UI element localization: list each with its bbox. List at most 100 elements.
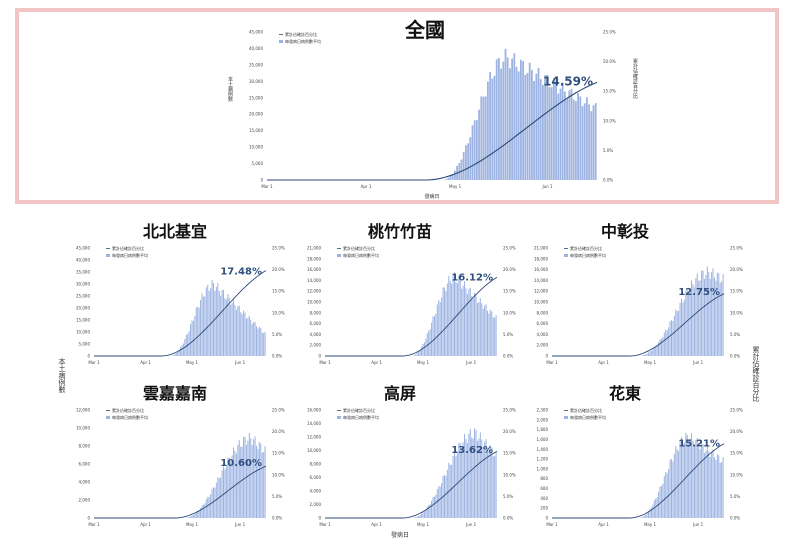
bar <box>722 274 724 356</box>
bar <box>520 59 522 180</box>
bar <box>670 458 672 518</box>
cumulative-line <box>267 81 598 181</box>
bar <box>431 322 433 356</box>
bar <box>451 174 454 180</box>
chart-title-hd: 花東 <box>608 384 641 403</box>
bar <box>416 516 418 518</box>
shared-y-right-label: 累計佔確診百分比 <box>752 346 760 402</box>
y-tick-label: 0 <box>545 516 548 521</box>
bar <box>489 309 491 356</box>
bar <box>575 101 577 180</box>
y-tick-label: 8,000 <box>537 310 549 315</box>
y-tick-label: 25,000 <box>249 95 263 100</box>
bar <box>682 302 684 356</box>
bar <box>581 106 584 180</box>
bar <box>706 266 708 356</box>
y-tick-label: 16,000 <box>534 267 548 272</box>
bar <box>231 455 233 518</box>
y-tick-label: 35,000 <box>249 62 263 67</box>
bar <box>443 287 445 356</box>
bar <box>446 283 448 356</box>
y-tick-label: 40,000 <box>76 258 90 263</box>
bar <box>423 511 425 518</box>
bar <box>531 70 533 180</box>
bar <box>192 514 194 518</box>
legend-bar-swatch <box>279 40 283 43</box>
y2-tick-label: 15.0% <box>503 289 516 294</box>
bar <box>721 462 723 518</box>
bar <box>640 517 642 518</box>
bar <box>220 295 222 356</box>
final-pct-label: 16.12% <box>451 272 493 283</box>
y-tick-label: 10,000 <box>76 426 90 431</box>
y2-tick-label: 25.0% <box>503 246 516 251</box>
bar <box>550 87 553 180</box>
bar <box>693 287 695 356</box>
bar <box>204 296 206 356</box>
legend-entry: 累計佔確診百分比 <box>285 31 317 37</box>
x-tick-label: Jun 1 <box>465 360 477 365</box>
bar <box>428 505 430 518</box>
bar <box>207 496 209 518</box>
bar <box>435 494 437 518</box>
bar <box>472 298 474 356</box>
bar <box>467 143 469 180</box>
legend-bar-swatch <box>337 416 341 419</box>
shared-x-label: 發病日 <box>390 532 409 539</box>
bar <box>188 330 190 356</box>
bar <box>658 342 660 356</box>
bar <box>524 74 527 180</box>
bar <box>504 48 507 181</box>
bar <box>485 304 487 356</box>
bar <box>422 343 424 356</box>
bar <box>676 449 678 518</box>
y2-tick-label: 15.0% <box>503 451 516 456</box>
bar <box>247 318 249 356</box>
bar <box>187 517 189 518</box>
bar <box>221 470 223 518</box>
shared-y-left-label: 本土病例數 <box>58 358 66 393</box>
bar <box>652 504 654 518</box>
bar <box>481 439 483 518</box>
bar <box>227 294 229 356</box>
bar <box>240 446 242 518</box>
bar <box>215 482 217 518</box>
bar <box>705 274 707 356</box>
bar <box>208 290 210 356</box>
bar <box>492 317 494 356</box>
y2-tick-label: 15.0% <box>730 289 743 294</box>
y2-tick-label: 20.0% <box>272 267 285 272</box>
y2-tick-label: 20.0% <box>272 429 285 434</box>
bar <box>454 451 456 518</box>
x-tick-label: Apr 1 <box>598 360 609 365</box>
national-chart-frame <box>15 8 779 204</box>
bar <box>502 61 505 180</box>
bar <box>429 504 431 518</box>
bar <box>218 290 220 356</box>
bar <box>583 103 586 180</box>
bar <box>245 318 247 356</box>
bar <box>443 474 445 518</box>
cumulative-line <box>325 276 498 357</box>
chart-national: 0 5,000 10,000 15,000 20,000 25,000 30,000 35,0… <box>227 30 638 201</box>
legend-bar-swatch <box>564 416 568 419</box>
bar <box>416 352 418 356</box>
bar <box>698 280 700 356</box>
bar <box>506 57 509 180</box>
bar <box>655 498 657 518</box>
y-tick-label: 4,000 <box>79 480 91 485</box>
bar <box>418 351 420 356</box>
bar <box>484 441 486 518</box>
bar <box>555 83 557 180</box>
bar <box>460 159 463 180</box>
bar <box>205 287 207 356</box>
bar <box>469 429 471 518</box>
y-tick-label: 8,000 <box>79 444 91 449</box>
bar <box>491 311 493 356</box>
bar <box>498 58 500 181</box>
y2-tick-label: 10.0% <box>730 472 743 477</box>
y2-tick-label: 0.0% <box>272 354 282 359</box>
y-tick-label: 400 <box>540 496 548 501</box>
bar <box>192 320 194 356</box>
y-tick-label: 21,000 <box>534 246 548 251</box>
